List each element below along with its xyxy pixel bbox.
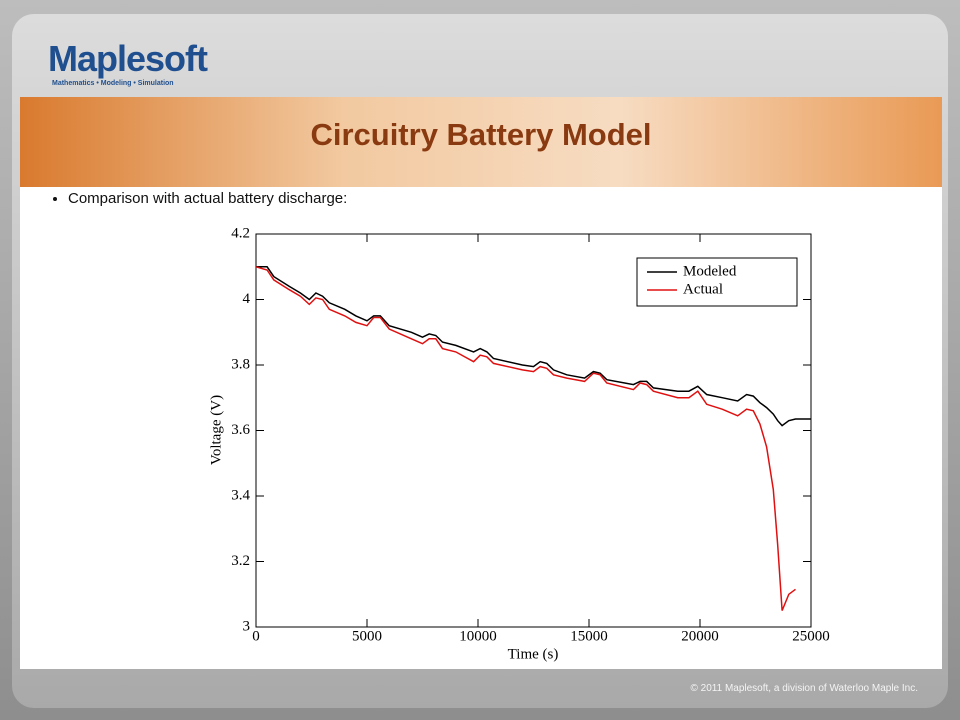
tagline: Mathematics • Modeling • Simulation — [52, 80, 174, 87]
title-bar — [20, 97, 942, 187]
x-tick-label: 15000 — [570, 628, 608, 644]
y-axis-label: Voltage (V) — [208, 395, 224, 465]
y-tick-label: 3.2 — [231, 553, 250, 569]
legend-box — [636, 257, 798, 307]
x-tick-label: 10000 — [459, 628, 497, 644]
logo: Maplesoft — [48, 38, 208, 79]
x-tick-label: 0 — [252, 628, 260, 644]
y-tick-label: 4 — [243, 291, 251, 307]
bullet: Comparison with actual battery discharge… — [68, 190, 347, 207]
chart: Time (s) Voltage (V) 3 3.2 3.4 3.6 3.8 4 4.2 0 5… — [207, 225, 833, 668]
y-tick-label: 3 — [243, 618, 251, 634]
y-tick-label: 3.4 — [231, 487, 250, 503]
bullet-list: Comparison with actual battery discharge… — [30, 190, 347, 207]
y-tick-label: 3.6 — [231, 422, 250, 438]
x-tick-label: 5000 — [352, 628, 382, 644]
legend-label: Actual — [683, 281, 723, 297]
y-tick-label: 4.2 — [231, 225, 250, 241]
x-axis-label: Time (s) — [508, 646, 559, 662]
footer: © 2011 Maplesoft, a division of Waterloo… — [690, 683, 918, 694]
slide-title: Circuitry Battery Model — [310, 117, 652, 152]
y-tick-label: 3.8 — [231, 356, 250, 372]
legend-label: Modeled — [683, 263, 737, 279]
series-line — [255, 266, 796, 611]
x-tick-label: 25000 — [792, 628, 830, 644]
series-line — [256, 266, 811, 427]
x-tick-label: 20000 — [681, 628, 719, 644]
